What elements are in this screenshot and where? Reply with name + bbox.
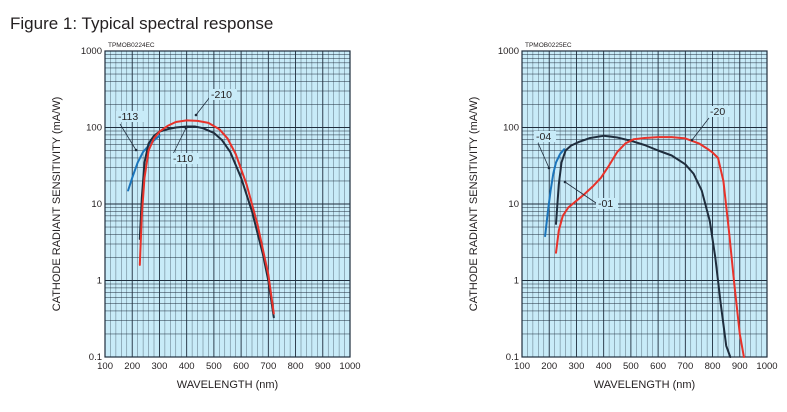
chart-1-series-line-210: [138, 119, 275, 315]
chart-1-x-tick-label: 900: [315, 361, 331, 372]
chart-1-x-tick-label: 600: [233, 361, 249, 372]
chart-2-label-bg: [534, 131, 556, 142]
chart-1-series-label-210: -210: [211, 89, 232, 101]
chart-1-label-bg: [116, 111, 144, 122]
chart-2-x-axis-label: WAVELENGTH (nm): [594, 379, 695, 391]
chart-2-x-tick-label: 400: [596, 361, 612, 372]
chart-2-y-tick-label: 100: [503, 123, 519, 134]
chart-2-label-leader: [537, 142, 550, 169]
chart-1-y-tick-label: 0.1: [89, 352, 102, 363]
chart-1-x-tick-label: 1000: [339, 361, 360, 372]
chart-1-y-tick-label: 1: [97, 276, 102, 287]
chart-1-series-line-110: [138, 125, 275, 319]
chart-1-y-tick-label: 1000: [81, 46, 102, 57]
chart-2-label-bg: [596, 198, 618, 209]
chart-1-label-arrowhead: [184, 126, 188, 130]
chart-1-series-label-110: -110: [173, 153, 193, 165]
chart-2-series-label-20: -20: [710, 106, 725, 118]
chart-2-plot-frame: [521, 50, 768, 358]
chart-2-x-tick-label: 900: [732, 361, 748, 372]
chart-1-x-tick-label: 200: [124, 361, 140, 372]
chart-1-label-arrowhead: [134, 148, 138, 152]
chart-2-label-arrowhead: [563, 180, 567, 184]
figure-title: Figure 1: Typical spectral response: [10, 14, 274, 33]
chart-1-code-label: TPMOB0224EC: [108, 42, 155, 49]
chart-2-x-tick-label: 600: [650, 361, 666, 372]
chart-1-label-bg: [171, 153, 199, 164]
chart-2-x-tick-label: 800: [705, 361, 721, 372]
chart-1-x-tick-label: 800: [288, 361, 304, 372]
chart-1-x-tick-label: 400: [179, 361, 195, 372]
chart-2-code-label: TPMOB0225EC: [525, 42, 572, 49]
chart-2-series-label-01: -01: [598, 198, 613, 210]
chart-2-series-line-04: [544, 148, 566, 238]
chart-2-y-tick-label: 0.1: [506, 352, 519, 363]
chart-2-series-line-01: [555, 134, 732, 358]
chart-1-x-axis-label: WAVELENGTH (nm): [177, 379, 278, 391]
chart-1-y-tick-label: 100: [86, 123, 102, 134]
chart-2-y-tick-label: 1: [514, 276, 519, 287]
chart-1-label-arrowhead: [194, 113, 198, 117]
chart-2-series-label-04: -04: [536, 131, 551, 143]
chart-2-y-tick-label: 1000: [498, 46, 519, 57]
chart-2-x-tick-label: 100: [514, 361, 530, 372]
chart-1-x-tick-label: 700: [260, 361, 276, 372]
chart-1-y-axis-label: CATHODE RADIANT SENSITIVITY (mA/W): [51, 97, 63, 312]
chart-2-label-bg: [708, 106, 730, 117]
chart-1-label-leader: [195, 96, 211, 116]
chart-1-label-bg: [209, 89, 237, 100]
chart-1-label-leader: [171, 127, 187, 157]
chart-1-label-leader: [119, 123, 137, 151]
chart-2-label-arrowhead: [547, 166, 551, 170]
chart-2-label-leader: [564, 181, 597, 204]
chart-1-x-tick-label: 500: [206, 361, 222, 372]
chart-2-y-tick-label: 10: [508, 199, 519, 210]
chart-1-y-tick-label: 10: [91, 199, 102, 210]
chart-2-x-tick-label: 1000: [756, 361, 777, 372]
chart-2-y-axis-label: CATHODE RADIANT SENSITIVITY (mA/W): [468, 97, 480, 312]
chart-2-x-tick-label: 500: [623, 361, 639, 372]
chart-1-plot-frame: [104, 50, 351, 358]
chart-2-x-tick-label: 200: [541, 361, 557, 372]
chart-1-series-label-113: -113: [118, 111, 138, 123]
chart-2-series-line-20: [555, 136, 745, 358]
chart-2-x-tick-label: 700: [677, 361, 693, 372]
chart-1-x-tick-label: 100: [97, 361, 113, 372]
chart-1-x-tick-label: 300: [152, 361, 168, 372]
chart-2-label-leader: [691, 117, 710, 141]
chart-2-label-arrowhead: [690, 138, 694, 142]
chart-2-x-tick-label: 300: [569, 361, 585, 372]
